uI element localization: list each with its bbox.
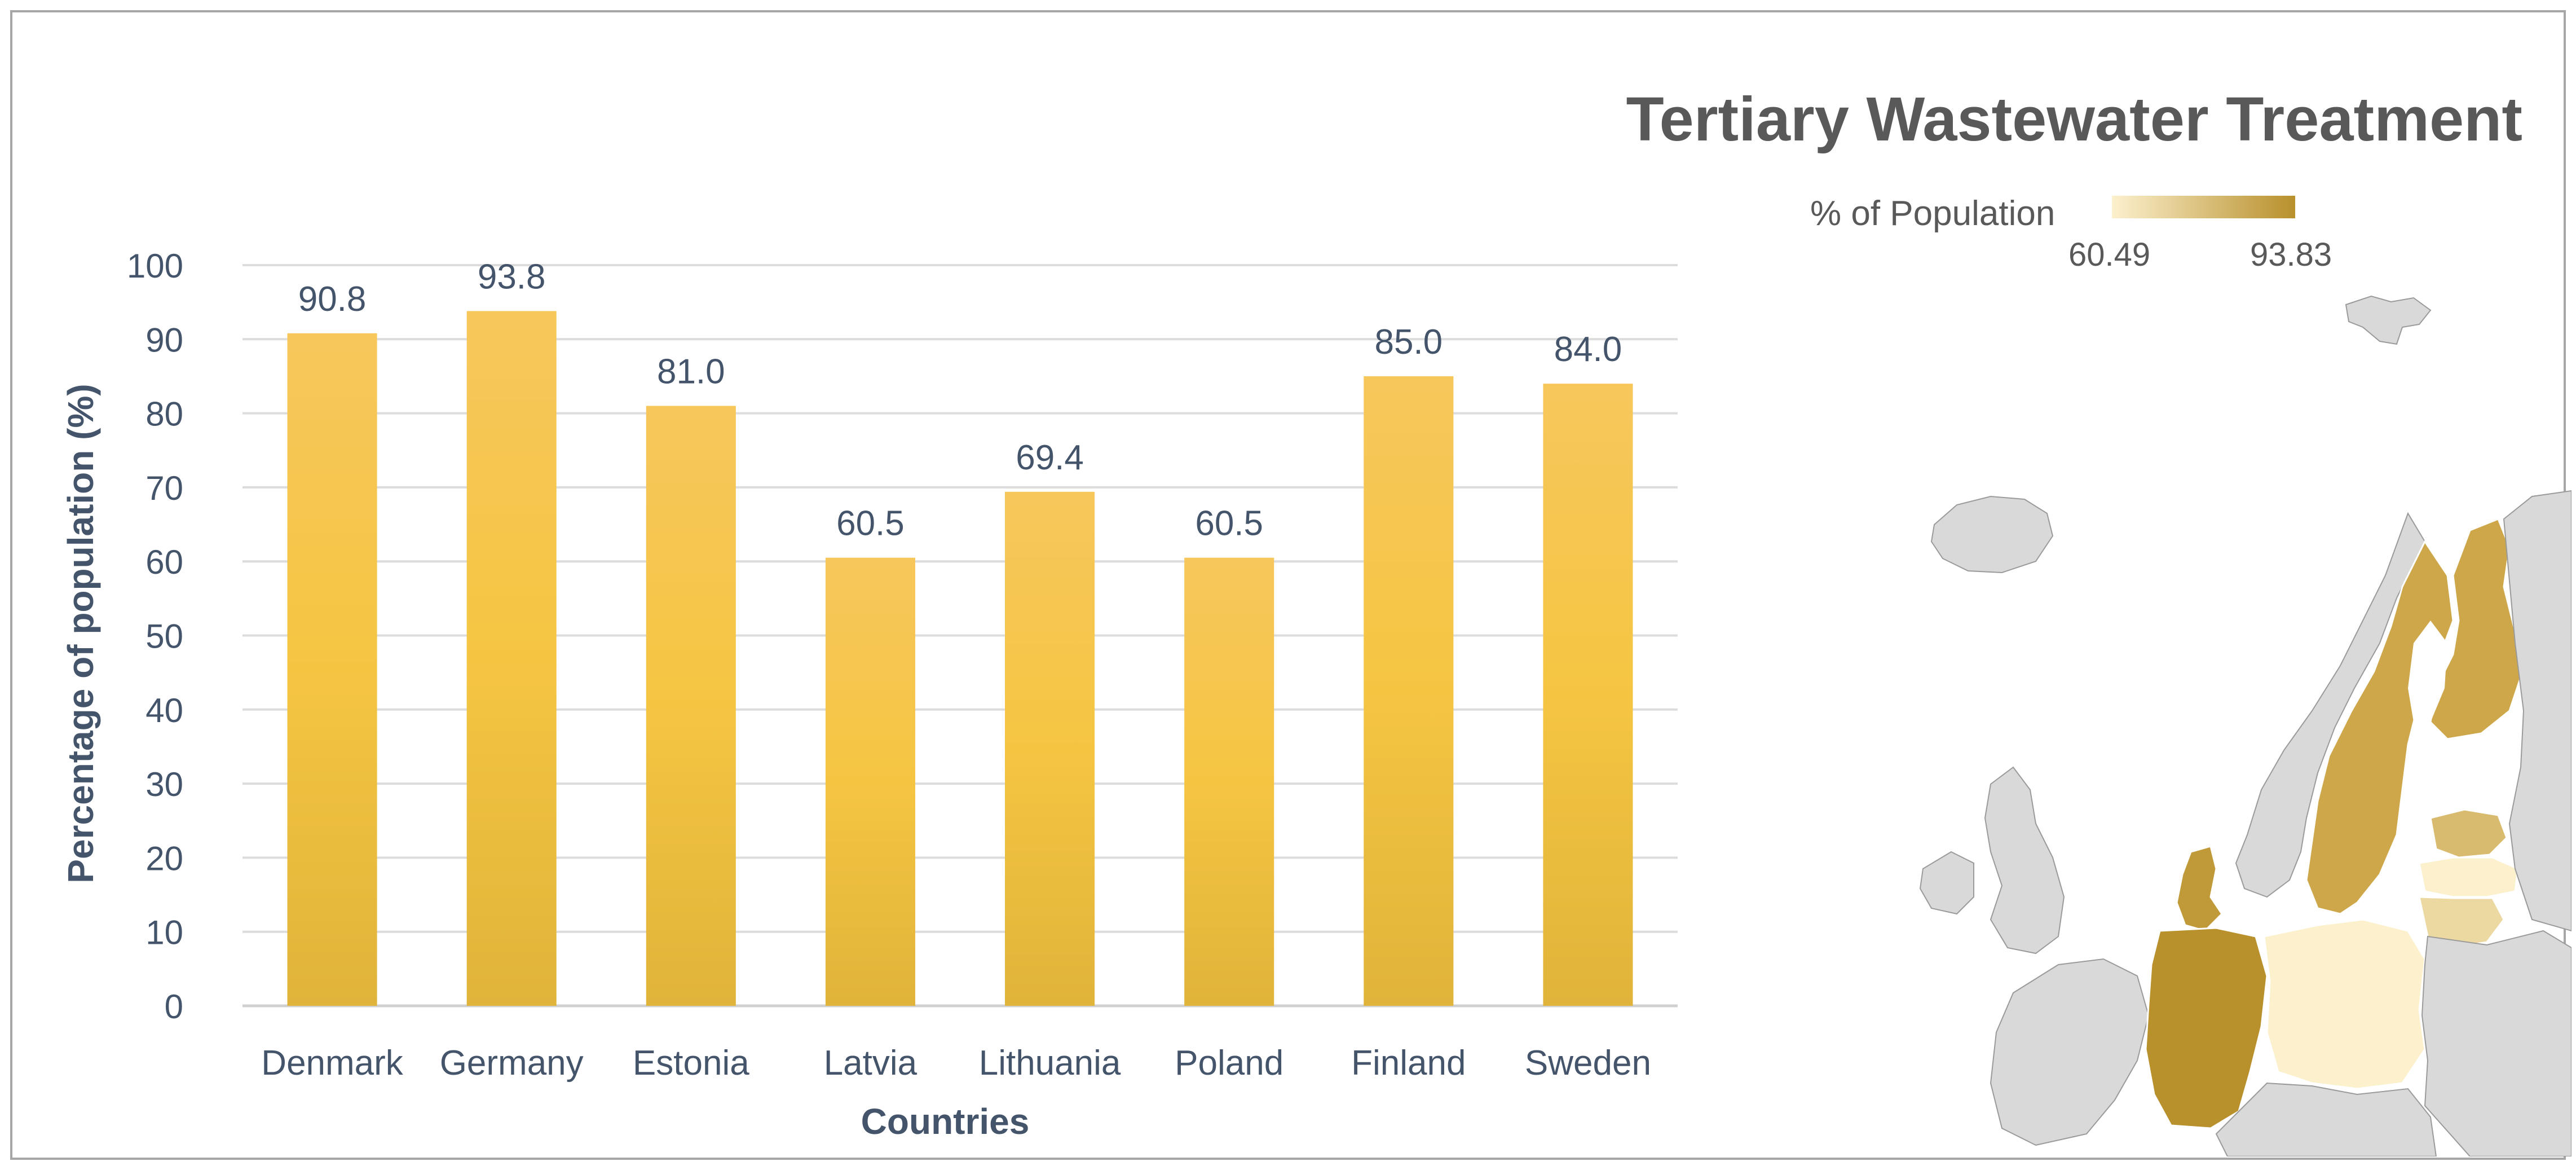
legend-label: % of Population: [1810, 194, 2055, 233]
x-axis-ticks: Denmark Germany Estonia Latvia Lithuania Pola…: [261, 1044, 1651, 1083]
y-axis-ticks: 0 10 20 30 40 50 60 70 80 90 100: [127, 247, 183, 1026]
y-tick-label: 80: [145, 395, 183, 433]
western-europe-shape: [1990, 958, 2150, 1146]
x-tick-label: Lithuania: [979, 1044, 1121, 1083]
y-tick-label: 50: [145, 618, 183, 656]
y-tick-label: 10: [145, 914, 183, 952]
data-label: 60.5: [1195, 504, 1263, 543]
x-tick-label: Poland: [1175, 1044, 1283, 1083]
y-tick-label: 20: [145, 839, 183, 877]
data-label: 85.0: [1374, 323, 1443, 362]
y-tick-label: 0: [165, 988, 183, 1026]
legend-min-value: 60.49: [2068, 236, 2151, 273]
bar-sweden: [1543, 384, 1633, 1006]
data-label: 84.0: [1554, 330, 1622, 369]
bar-chart: 0 10 20 30 40 50 60 70 80 90 100 90.8 93.8 81.0 60.5 6…: [60, 247, 1678, 1142]
iceland-shape: [1930, 495, 2054, 574]
bar-germany: [466, 311, 557, 1006]
x-tick-label: Denmark: [261, 1044, 404, 1083]
legend-gradient-bar: [2112, 196, 2295, 218]
latvia-shape: [2418, 856, 2519, 898]
x-tick-label: Estonia: [633, 1044, 749, 1083]
gridlines: [242, 264, 1678, 1008]
norway-shape: [2235, 512, 2426, 898]
map-title: Tertiary Wastewater Treatment: [1626, 85, 2522, 154]
data-label: 90.8: [298, 280, 367, 319]
svalbard-shape: [2345, 295, 2432, 345]
bar-latvia: [825, 557, 915, 1006]
germany-shape: [2145, 927, 2268, 1129]
data-label: 60.5: [836, 504, 905, 543]
bar-poland: [1184, 557, 1274, 1006]
x-tick-label: Finland: [1351, 1044, 1466, 1083]
x-tick-label: Germany: [440, 1044, 584, 1083]
y-tick-label: 100: [127, 247, 183, 285]
ireland-shape: [1919, 851, 1974, 915]
x-axis-title: Countries: [861, 1101, 1030, 1142]
y-tick-label: 60: [145, 543, 183, 581]
central-europe-shape: [2215, 1082, 2437, 1156]
y-tick-label: 30: [145, 766, 183, 803]
europe-choropleth-map: [1919, 295, 2571, 1156]
y-tick-label: 40: [145, 692, 183, 729]
legend-max-value: 93.83: [2250, 236, 2332, 273]
gulf-of-bothnia: [2408, 621, 2447, 722]
y-axis-title: Percentage of population (%): [60, 384, 101, 883]
bar-denmark: [287, 333, 377, 1006]
x-tick-label: Latvia: [824, 1044, 918, 1083]
bar-finland: [1364, 376, 1454, 1006]
data-label: 93.8: [478, 257, 546, 296]
y-tick-label: 70: [145, 469, 183, 507]
data-labels: 90.8 93.8 81.0 60.5 69.4 60.5 85.0 84.0: [298, 257, 1622, 543]
data-label: 69.4: [1016, 438, 1084, 477]
y-tick-label: 90: [145, 321, 183, 359]
x-tick-label: Sweden: [1525, 1044, 1651, 1083]
bar-lithuania: [1005, 491, 1095, 1006]
bars: [287, 311, 1633, 1006]
eastern-europe-shape: [2421, 930, 2571, 1156]
estonia-shape: [2429, 808, 2508, 859]
data-label: 81.0: [657, 352, 725, 391]
denmark-shape: [2176, 845, 2223, 932]
bar-estonia: [646, 406, 736, 1006]
russia-shape: [2503, 490, 2571, 932]
poland-shape: [2263, 918, 2426, 1090]
uk-shape: [1984, 766, 2065, 955]
